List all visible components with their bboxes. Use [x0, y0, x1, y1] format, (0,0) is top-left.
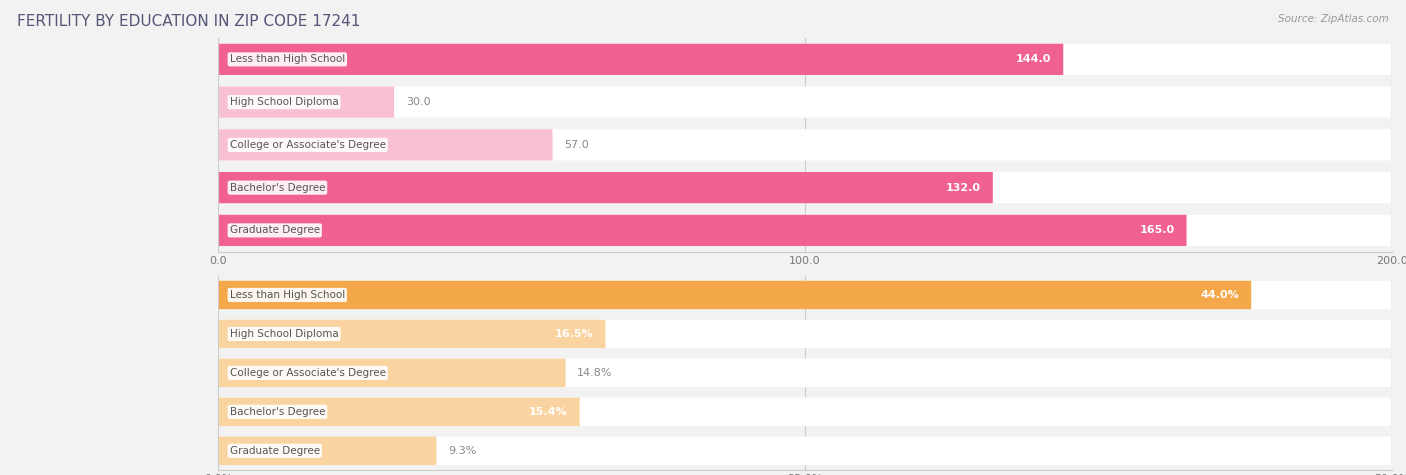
Text: High School Diploma: High School Diploma: [229, 329, 339, 339]
FancyBboxPatch shape: [219, 437, 436, 465]
Text: Graduate Degree: Graduate Degree: [229, 225, 319, 236]
Text: College or Associate's Degree: College or Associate's Degree: [229, 368, 385, 378]
Text: Source: ZipAtlas.com: Source: ZipAtlas.com: [1278, 14, 1389, 24]
Text: 15.4%: 15.4%: [529, 407, 568, 417]
FancyBboxPatch shape: [219, 172, 993, 203]
FancyBboxPatch shape: [219, 320, 1391, 348]
FancyBboxPatch shape: [219, 44, 1063, 75]
FancyBboxPatch shape: [219, 86, 394, 118]
Text: 132.0: 132.0: [946, 182, 981, 193]
FancyBboxPatch shape: [219, 359, 1391, 387]
Text: Less than High School: Less than High School: [229, 54, 344, 65]
FancyBboxPatch shape: [219, 86, 1391, 118]
FancyBboxPatch shape: [219, 129, 553, 161]
Text: 16.5%: 16.5%: [555, 329, 593, 339]
FancyBboxPatch shape: [219, 437, 1391, 465]
Text: 57.0: 57.0: [564, 140, 589, 150]
Text: 144.0: 144.0: [1017, 54, 1052, 65]
FancyBboxPatch shape: [219, 359, 565, 387]
Text: 9.3%: 9.3%: [449, 446, 477, 456]
FancyBboxPatch shape: [219, 320, 606, 348]
FancyBboxPatch shape: [219, 215, 1187, 246]
Text: Bachelor's Degree: Bachelor's Degree: [229, 182, 325, 193]
Text: 44.0%: 44.0%: [1201, 290, 1239, 300]
Text: Less than High School: Less than High School: [229, 290, 344, 300]
Text: 30.0: 30.0: [406, 97, 430, 107]
Text: 165.0: 165.0: [1140, 225, 1175, 236]
FancyBboxPatch shape: [219, 129, 1391, 161]
Text: 14.8%: 14.8%: [578, 368, 613, 378]
FancyBboxPatch shape: [219, 172, 1391, 203]
FancyBboxPatch shape: [219, 281, 1391, 309]
FancyBboxPatch shape: [219, 281, 1251, 309]
FancyBboxPatch shape: [219, 44, 1391, 75]
Text: FERTILITY BY EDUCATION IN ZIP CODE 17241: FERTILITY BY EDUCATION IN ZIP CODE 17241: [17, 14, 360, 29]
Text: Graduate Degree: Graduate Degree: [229, 446, 319, 456]
FancyBboxPatch shape: [219, 215, 1391, 246]
FancyBboxPatch shape: [219, 398, 1391, 426]
FancyBboxPatch shape: [219, 398, 579, 426]
Text: High School Diploma: High School Diploma: [229, 97, 339, 107]
Text: Bachelor's Degree: Bachelor's Degree: [229, 407, 325, 417]
Text: College or Associate's Degree: College or Associate's Degree: [229, 140, 385, 150]
